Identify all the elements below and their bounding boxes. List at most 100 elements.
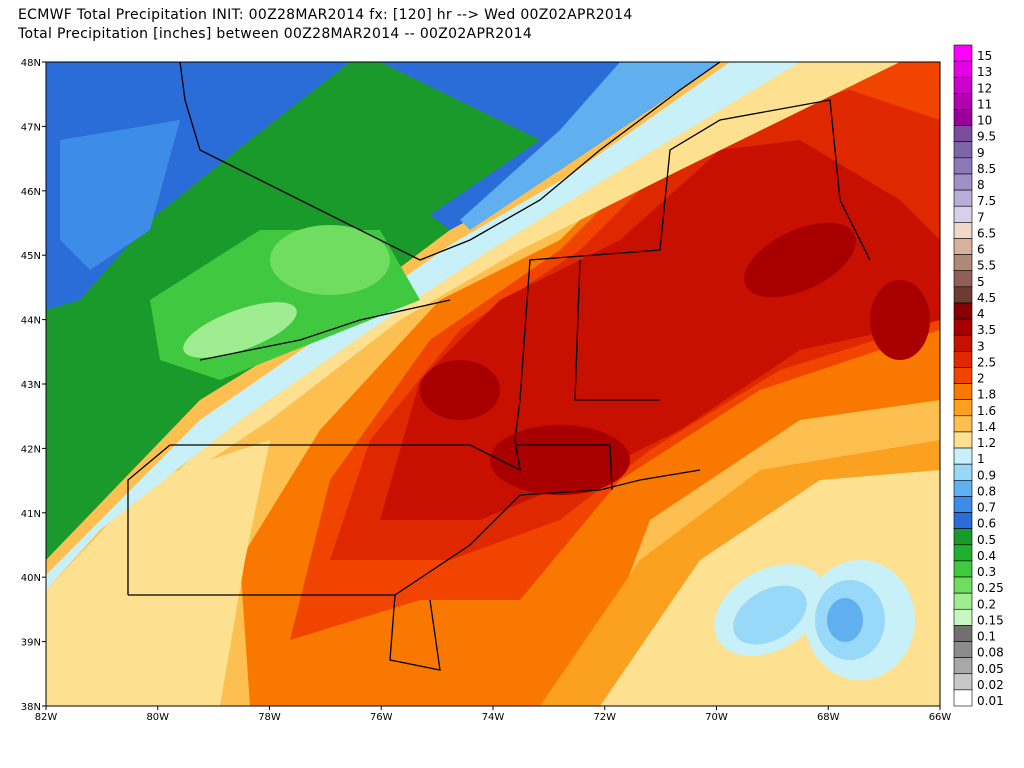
colorbar-swatch (953, 463, 973, 481)
colorbar-swatch (953, 528, 973, 546)
colorbar-swatch (953, 383, 973, 400)
colorbar-label: 6 (977, 243, 985, 257)
colorbar-label: 8 (977, 178, 985, 192)
lat-label: 40N (21, 573, 41, 584)
lon-label: 80W (146, 712, 169, 723)
colorbar-label: 9.5 (977, 130, 996, 144)
colorbar-swatch (953, 641, 973, 658)
lat-label: 47N (21, 122, 41, 133)
colorbar-swatch (953, 367, 973, 384)
colorbar-label: 3.5 (977, 323, 996, 337)
colorbar-swatch (953, 399, 973, 417)
colorbar-swatch (953, 222, 973, 239)
lon-label: 70W (705, 712, 728, 723)
precip-field (46, 62, 940, 706)
colorbar-swatch (953, 318, 973, 336)
colorbar-label: 1.8 (977, 388, 996, 402)
colorbar-label: 0.6 (977, 517, 996, 531)
colorbar-swatch (953, 173, 973, 191)
colorbar-swatch (953, 560, 973, 578)
colorbar-swatch (953, 447, 973, 465)
colorbar-label: 0.8 (977, 484, 996, 498)
colorbar-label: 0.05 (977, 662, 1004, 676)
colorbar-swatch (953, 60, 973, 78)
lat-label: 44N (21, 316, 41, 327)
colorbar-label: 5 (977, 275, 985, 289)
colorbar-swatch (953, 608, 973, 626)
colorbar-swatch (953, 76, 973, 94)
colorbar-label: 9 (977, 146, 985, 160)
colorbar-label: 0.2 (977, 597, 996, 611)
colorbar-swatch (953, 270, 973, 288)
colorbar-swatch (953, 286, 973, 304)
colorbar: 15131211109.598.587.576.565.554.543.532.… (953, 44, 1004, 708)
colorbar-label: 0.02 (977, 678, 1004, 692)
colorbar-swatch (953, 512, 973, 529)
colorbar-label: 7 (977, 210, 985, 224)
colorbar-label: 4 (977, 307, 985, 321)
colorbar-swatch (953, 44, 973, 62)
colorbar-label: 0.15 (977, 613, 1004, 627)
lat-label: 48N (21, 58, 41, 69)
lon-label: 82W (35, 712, 58, 723)
colorbar-label: 1.4 (977, 420, 996, 434)
colorbar-label: 15 (977, 49, 992, 63)
colorbar-swatch (953, 689, 973, 707)
colorbar-swatch (953, 592, 973, 610)
colorbar-swatch (953, 157, 973, 175)
colorbar-label: 2.5 (977, 355, 996, 369)
subtitle: Total Precipitation [inches] between 00Z… (17, 26, 532, 42)
boundaries (127, 62, 871, 671)
colorbar-label: 10 (977, 114, 992, 128)
lat-label: 42N (21, 444, 41, 455)
colorbar-label: 8.5 (977, 162, 996, 176)
colorbar-swatch (953, 205, 973, 223)
colorbar-swatch (953, 544, 973, 562)
colorbar-label: 0.01 (977, 694, 1004, 708)
colorbar-label: 4.5 (977, 291, 996, 305)
colorbar-swatch (953, 93, 973, 110)
lon-label: 76W (370, 712, 393, 723)
lat-label: 41N (21, 509, 41, 520)
colorbar-swatch (953, 125, 973, 143)
colorbar-label: 3 (977, 339, 985, 353)
lat-label: 38N (21, 702, 41, 713)
colorbar-label: 11 (977, 97, 992, 111)
colorbar-swatch (953, 673, 973, 691)
colorbar-swatch (953, 351, 973, 368)
colorbar-swatch (953, 334, 973, 352)
colorbar-label: 0.5 (977, 533, 996, 547)
colorbar-swatch (953, 109, 973, 126)
colorbar-label: 6.5 (977, 226, 996, 240)
lon-label: 74W (482, 712, 505, 723)
colorbar-label: 7.5 (977, 194, 996, 208)
colorbar-swatch (953, 254, 973, 272)
lon-label: 78W (258, 712, 281, 723)
lon-label: 66W (929, 712, 952, 723)
colorbar-swatch (953, 479, 973, 497)
colorbar-swatch (953, 496, 973, 513)
colorbar-label: 0.1 (977, 630, 996, 644)
colorbar-label: 0.4 (977, 549, 996, 563)
colorbar-label: 13 (977, 65, 992, 79)
colorbar-swatch (953, 189, 973, 207)
colorbar-label: 1.2 (977, 436, 996, 450)
colorbar-label: 5.5 (977, 259, 996, 273)
colorbar-swatch (953, 302, 973, 320)
colorbar-swatch (953, 431, 973, 449)
colorbar-label: 0.25 (977, 581, 1004, 595)
colorbar-label: 0.3 (977, 565, 996, 579)
lat-label: 45N (21, 251, 41, 262)
colorbar-swatch (953, 625, 973, 642)
colorbar-label: 1.6 (977, 404, 996, 418)
colorbar-label: 12 (977, 81, 992, 95)
title: ECMWF Total Precipitation INIT: 00Z28MAR… (18, 7, 633, 23)
colorbar-swatch (953, 141, 973, 159)
colorbar-label: 0.9 (977, 468, 996, 482)
colorbar-swatch (953, 415, 973, 433)
colorbar-label: 1 (977, 452, 985, 466)
lat-label: 39N (21, 638, 41, 649)
colorbar-label: 2 (977, 372, 985, 386)
